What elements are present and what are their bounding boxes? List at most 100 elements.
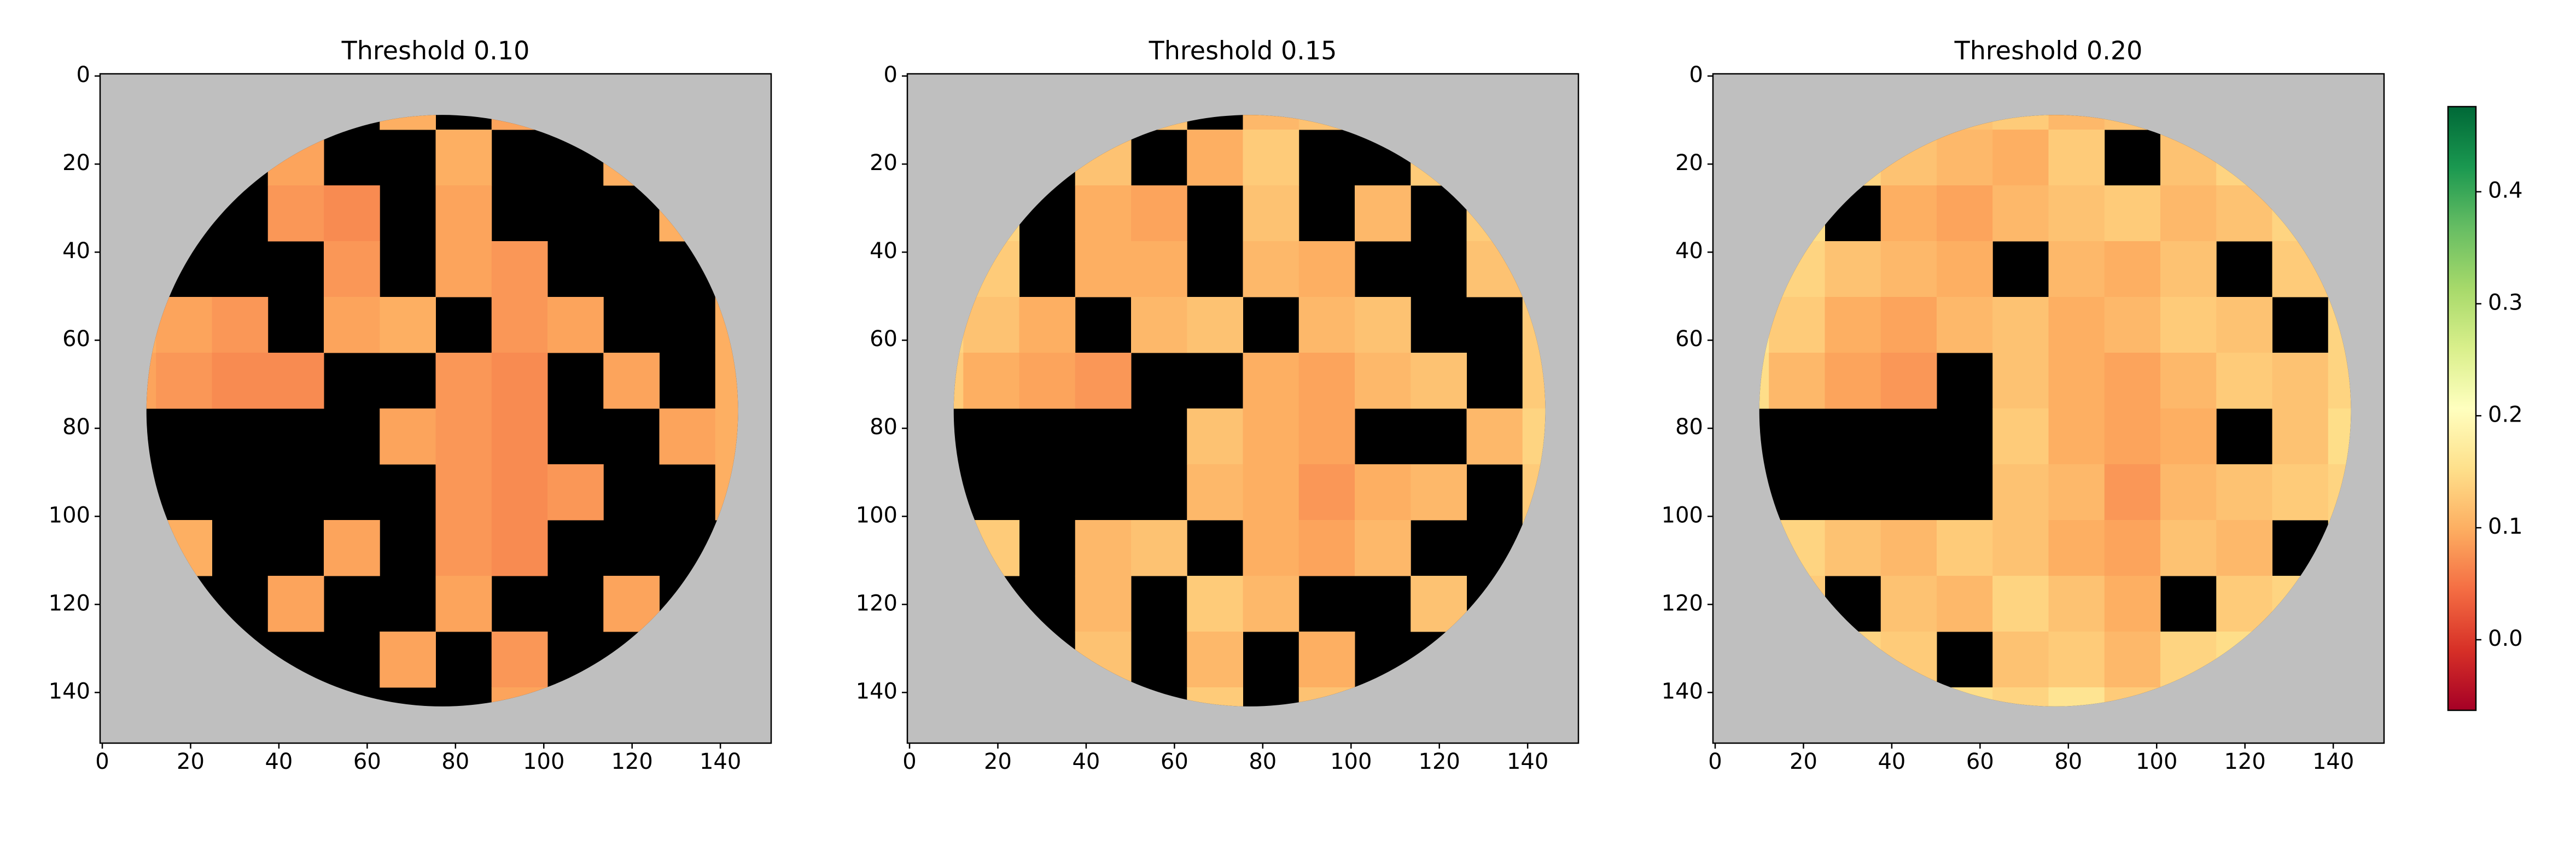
x-tick-label: 40 (265, 749, 293, 774)
heatmap-cell (2048, 464, 2105, 521)
heatmap-cell (1298, 520, 1355, 576)
colorbar-tick-label: 0.4 (2488, 178, 2523, 203)
x-tick-label: 100 (1330, 749, 1372, 774)
heatmap-cell (2104, 576, 2161, 632)
x-tick-label: 140 (1507, 749, 1548, 774)
heatmap-cell (1298, 464, 1355, 521)
heatmap-cell (156, 353, 212, 409)
heatmap-cell (1411, 353, 1467, 409)
y-tick-label: 0 (77, 62, 90, 87)
heatmap-cell (380, 297, 436, 353)
y-tick-label: 120 (49, 591, 90, 616)
heatmap-cell (2104, 297, 2161, 353)
heatmap-cell (1187, 464, 1243, 521)
heatmap-cell (1187, 576, 1243, 632)
heatmap-cell (1880, 576, 1937, 632)
x-tick-label: 20 (177, 749, 205, 774)
y-tick-label: 140 (856, 679, 897, 704)
colorbar-tick-label: 0.2 (2488, 402, 2523, 427)
heatmap-cell (1243, 241, 1299, 297)
heatmap-cell (491, 632, 548, 688)
x-tick-label: 120 (2224, 749, 2266, 774)
heatmap-cell (1243, 464, 1299, 521)
heatmap-cell (1937, 130, 1993, 186)
y-tick-label: 20 (62, 150, 90, 176)
heatmap-cell (1075, 241, 1132, 297)
heatmap-cell (1937, 520, 1993, 576)
heatmap-cell (1187, 130, 1243, 186)
heatmap-cell (2160, 241, 2217, 297)
x-tick-label: 120 (1419, 749, 1460, 774)
y-tick-label: 0 (1689, 62, 1703, 87)
heatmap-cell (1187, 408, 1243, 465)
x-tick-label: 60 (1966, 749, 1994, 774)
heatmap-cell (2104, 241, 2161, 297)
y-tick-label: 20 (870, 150, 897, 176)
heatmap-cell (491, 408, 548, 465)
heatmap-cell (1019, 353, 1076, 409)
heatmap-cell (491, 297, 548, 353)
x-tick-label: 80 (1249, 749, 1277, 774)
heatmap-cell (324, 185, 380, 242)
heatmap-cell (1992, 130, 2049, 186)
heatmap-cell (1825, 353, 1881, 409)
axes-frame (906, 73, 1580, 744)
heatmap-cell (1355, 520, 1411, 576)
y-tick-label: 100 (1662, 503, 1703, 528)
heatmap-cell (435, 185, 492, 242)
heatmap-cell (2104, 408, 2161, 465)
heatmap-cell (1298, 353, 1355, 409)
heatmap-cell (2216, 520, 2272, 576)
heatmap-cell (1937, 576, 1993, 632)
x-tick-label: 80 (441, 749, 469, 774)
y-tick-label: 60 (1675, 326, 1703, 352)
heatmap-cell (2104, 464, 2161, 521)
x-tick-label: 40 (1072, 749, 1100, 774)
x-tick-label: 60 (353, 749, 381, 774)
heatmap-cell (267, 576, 324, 632)
heatmap-cell (2272, 464, 2329, 521)
heatmap-cell (435, 520, 492, 576)
heatmap-cell (491, 464, 548, 521)
heatmap-cell (2160, 408, 2217, 465)
heatmap-cell (1075, 520, 1132, 576)
heatmap-cell (2048, 185, 2105, 242)
heatmap-cell (2272, 353, 2329, 409)
heatmap-cell (1992, 632, 2049, 688)
colorbar-tick-label: 0.3 (2488, 290, 2523, 315)
heatmap-cell (380, 408, 436, 465)
heatmap-cell (1075, 576, 1132, 632)
x-tick-label: 20 (1790, 749, 1817, 774)
heatmap-cell (2104, 520, 2161, 576)
heatmap-cell (1298, 297, 1355, 353)
y-tick-label: 60 (62, 326, 90, 352)
heatmap-cell (1411, 464, 1467, 521)
heatmap-cell (1880, 185, 1937, 242)
chart-title: Threshold 0.15 (1149, 36, 1337, 66)
heatmap-cell (1131, 520, 1187, 576)
heatmap-cell (1243, 408, 1299, 465)
x-tick-label: 140 (2312, 749, 2354, 774)
y-tick-label: 80 (870, 414, 897, 440)
heatmap-cell (491, 353, 548, 409)
heatmap-cell (1355, 297, 1411, 353)
y-tick-label: 40 (1675, 238, 1703, 264)
heatmap-cell (1992, 576, 2049, 632)
heatmap-cell (267, 185, 324, 242)
heatmap-cell (435, 408, 492, 465)
heatmap-cell (1992, 408, 2049, 465)
y-tick-label: 40 (62, 238, 90, 264)
x-tick-label: 60 (1161, 749, 1188, 774)
heatmap-cell (2160, 520, 2217, 576)
heatmap-cell (324, 241, 380, 297)
y-tick-label: 80 (62, 414, 90, 440)
heatmap-cell (2048, 241, 2105, 297)
heatmap-cell (1131, 297, 1187, 353)
heatmap-cell (1243, 353, 1299, 409)
heatmap-cell (1131, 185, 1187, 242)
heatmap-cell (435, 130, 492, 186)
y-tick-label: 100 (856, 503, 897, 528)
heatmap-cell (1075, 353, 1132, 409)
heatmap-cell (1880, 297, 1937, 353)
heatmap-cell (491, 241, 548, 297)
